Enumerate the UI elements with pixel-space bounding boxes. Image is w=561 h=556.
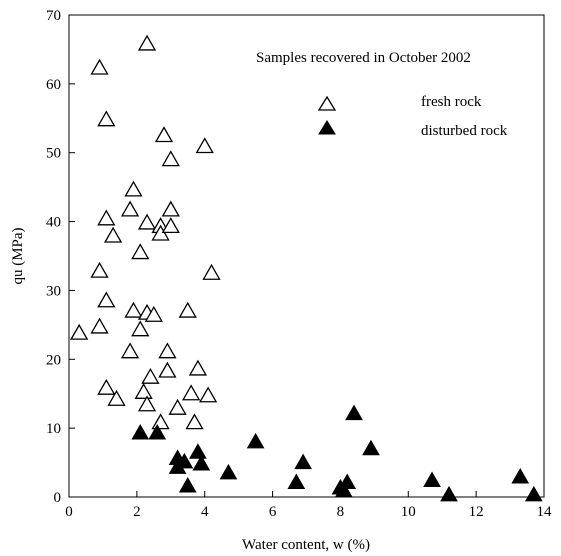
disturbed-rock-point bbox=[148, 423, 167, 440]
disturbed-rock-point bbox=[362, 439, 380, 456]
x-tick-label: 6 bbox=[269, 504, 277, 520]
disturbed-rock-point bbox=[511, 468, 530, 484]
x-tick-label: 12 bbox=[469, 504, 484, 520]
fresh-rock-point bbox=[124, 301, 143, 318]
fresh-rock-point bbox=[90, 58, 109, 75]
fresh-rock-point bbox=[158, 342, 177, 359]
fresh-rock-point bbox=[124, 180, 143, 197]
y-tick-label: 70 bbox=[46, 8, 61, 24]
legend-marker-disturbed-rock bbox=[318, 120, 336, 135]
fresh-rock-point bbox=[182, 384, 201, 401]
disturbed-rock-point bbox=[338, 473, 357, 490]
fresh-rock-point bbox=[137, 213, 157, 230]
legend-label-disturbed-rock: disturbed rock bbox=[421, 123, 508, 139]
legend-label-fresh-rock: fresh rock bbox=[421, 94, 482, 110]
disturbed-rock-point bbox=[345, 404, 363, 421]
fresh-rock-point bbox=[195, 137, 214, 154]
x-tick-label: 0 bbox=[65, 504, 73, 520]
disturbed-rock-point bbox=[246, 432, 265, 449]
fresh-rock-point bbox=[178, 301, 197, 318]
fresh-rock-point bbox=[137, 395, 157, 412]
legend: fresh rock disturbed rock bbox=[317, 94, 508, 139]
annotation-text: Samples recovered in October 2002 bbox=[256, 50, 471, 66]
fresh-rock-point bbox=[151, 413, 170, 430]
fresh-rock-point bbox=[198, 386, 218, 403]
plot-frame bbox=[68, 14, 545, 498]
fresh-rock-point bbox=[131, 320, 150, 337]
fresh-rock-point bbox=[188, 359, 208, 376]
disturbed-rock-point bbox=[524, 485, 543, 502]
fresh-rock-point bbox=[120, 200, 140, 217]
disturbed-rock-point bbox=[440, 485, 458, 502]
fresh-rock-point bbox=[131, 243, 150, 260]
y-tick-label: 50 bbox=[46, 146, 61, 162]
fresh-rock-point bbox=[168, 398, 187, 415]
disturbed-rock-point bbox=[175, 452, 194, 469]
y-tick-label: 40 bbox=[46, 215, 61, 231]
fresh-rock-point bbox=[70, 323, 89, 340]
x-tick-label: 8 bbox=[337, 504, 345, 520]
fresh-rock-point bbox=[97, 110, 116, 127]
fresh-rock-point bbox=[134, 383, 153, 399]
disturbed-rock-point bbox=[287, 473, 306, 490]
x-axis: 0 2 4 6 8 10 12 14 bbox=[65, 491, 552, 520]
fresh-rock-point bbox=[97, 291, 116, 308]
fresh-rock-point bbox=[158, 361, 177, 378]
x-tick-label: 2 bbox=[133, 504, 141, 520]
x-tick-label: 14 bbox=[537, 504, 553, 520]
fresh-rock-point bbox=[97, 209, 116, 226]
disturbed-rock-point bbox=[294, 453, 312, 470]
fresh-rock-point bbox=[90, 317, 109, 334]
disturbed-rock-point bbox=[131, 423, 150, 440]
y-axis: 0 10 20 30 40 50 60 70 bbox=[46, 8, 75, 506]
y-tick-label: 30 bbox=[46, 283, 61, 299]
fresh-rock-point bbox=[144, 305, 163, 322]
y-tick-label: 0 bbox=[54, 490, 62, 506]
fresh-rock-point bbox=[107, 389, 126, 406]
fresh-rock-point bbox=[141, 367, 160, 384]
fresh-rock-point bbox=[161, 150, 180, 167]
disturbed-rock-point bbox=[219, 463, 238, 480]
fresh-rock-point bbox=[161, 200, 180, 217]
disturbed-rock-point bbox=[178, 476, 197, 493]
fresh-rock-point bbox=[154, 126, 174, 143]
fresh-rock-point bbox=[97, 378, 116, 395]
y-tick-label: 60 bbox=[46, 77, 61, 93]
fresh-rock-point bbox=[161, 217, 180, 234]
x-tick-label: 10 bbox=[401, 504, 416, 520]
disturbed-rock-point bbox=[334, 481, 353, 498]
y-tick-label: 20 bbox=[46, 352, 61, 368]
y-axis-title: qu (MPa) bbox=[10, 227, 26, 284]
fresh-rock-point bbox=[137, 34, 157, 51]
x-axis-title: Water content, w (%) bbox=[242, 537, 370, 553]
disturbed-rock-point bbox=[189, 443, 207, 459]
data-points bbox=[70, 34, 543, 502]
disturbed-rock-point bbox=[423, 471, 441, 487]
fresh-rock-point bbox=[103, 226, 123, 243]
legend-marker-fresh-rock bbox=[317, 95, 337, 111]
fresh-rock-point bbox=[120, 342, 140, 359]
fresh-rock-point bbox=[90, 261, 109, 278]
x-tick-label: 4 bbox=[201, 504, 209, 520]
y-tick-label: 10 bbox=[46, 421, 61, 437]
disturbed-rock-point bbox=[192, 454, 211, 471]
fresh-rock-point bbox=[185, 413, 204, 430]
fresh-rock-point bbox=[202, 263, 221, 280]
